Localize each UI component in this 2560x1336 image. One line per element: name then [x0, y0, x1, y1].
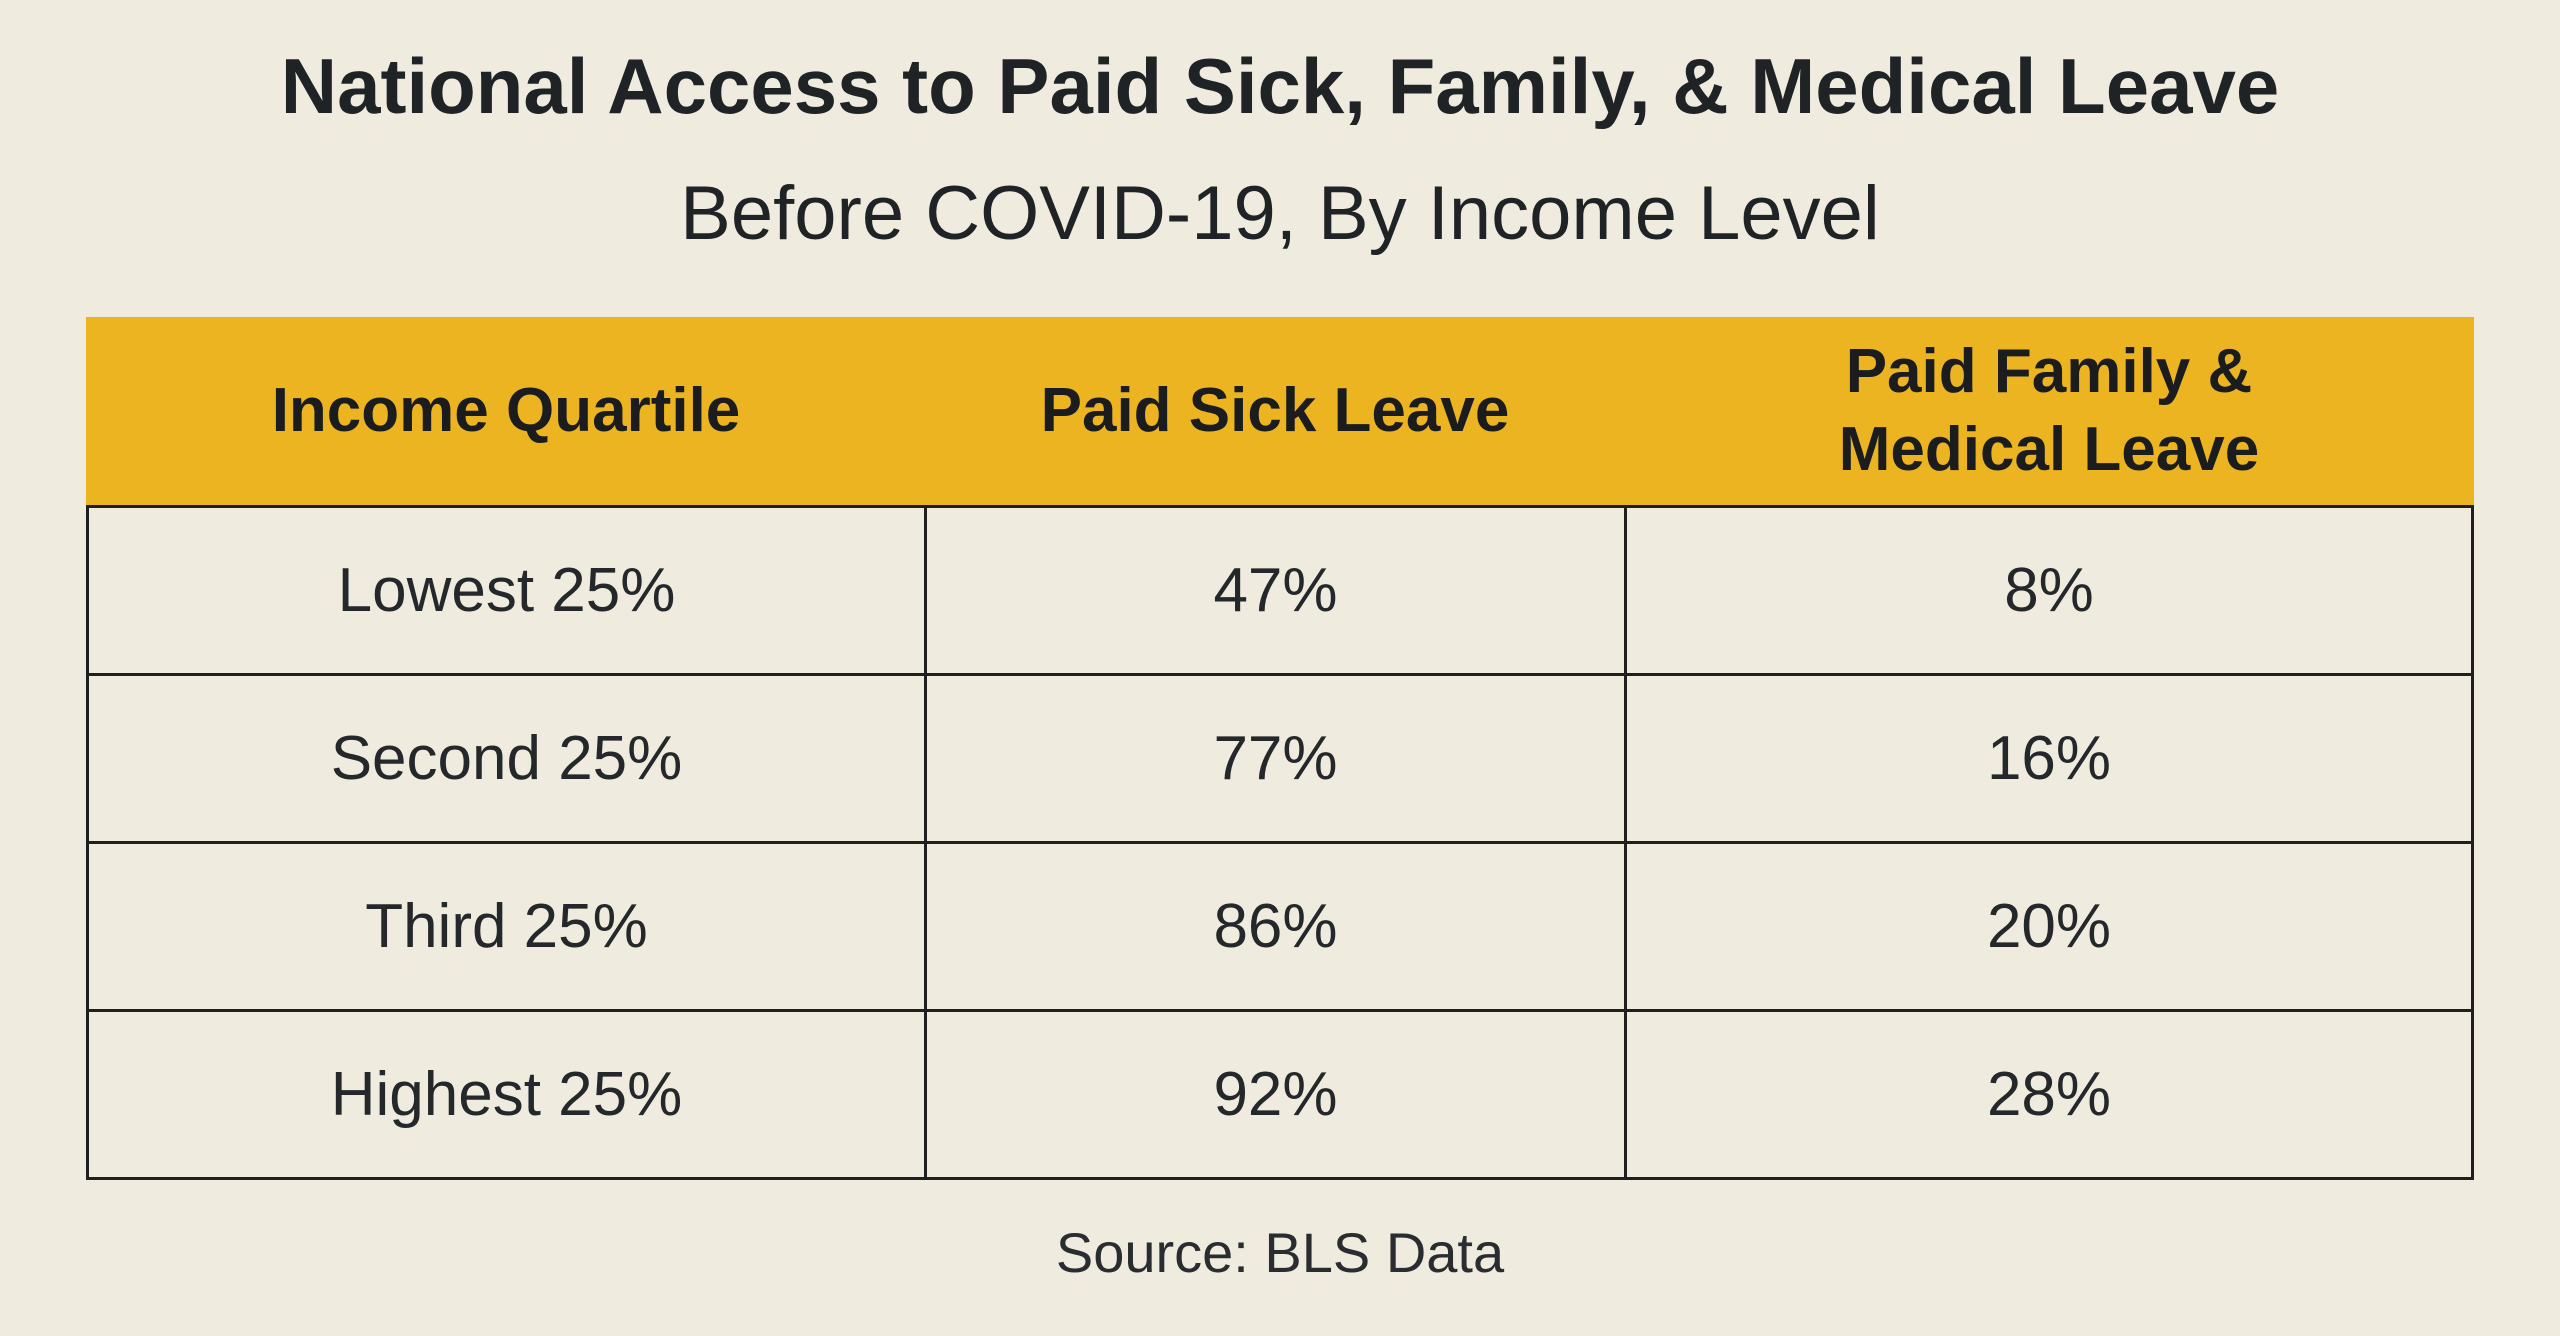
- header-paid-family-line2: Medical Leave: [1838, 415, 2260, 484]
- table-row: Highest 25% 92% 28%: [89, 1009, 2471, 1177]
- table-row: Second 25% 77% 16%: [89, 673, 2471, 841]
- header-paid-family-line1: Paid Family &: [1845, 337, 2253, 406]
- header-income-quartile-label: Income Quartile: [271, 376, 741, 445]
- chart-title: National Access to Paid Sick, Family, & …: [280, 42, 2280, 130]
- header-income-quartile: Income Quartile: [86, 317, 926, 505]
- table-header-row: Income Quartile Paid Sick Leave Paid Fam…: [86, 317, 2474, 505]
- cell-paid-sick-leave: 77%: [927, 676, 1627, 841]
- table-row: Third 25% 86% 20%: [89, 841, 2471, 1009]
- cell-paid-sick-leave: 92%: [927, 1012, 1627, 1177]
- cell-income-quartile: Third 25%: [89, 844, 927, 1009]
- cell-paid-family-medical-leave: 28%: [1986, 1060, 2112, 1129]
- header-paid-family-medical-leave: Paid Family & Medical Leave: [1624, 317, 2474, 505]
- cell-paid-sick-leave: 86%: [927, 844, 1627, 1009]
- header-paid-sick-leave: Paid Sick Leave: [926, 317, 1624, 505]
- table-row: Lowest 25% 47% 8%: [89, 508, 2471, 673]
- source-note: Source: BLS Data: [1055, 1221, 1505, 1284]
- cell-paid-family-medical-leave: 20%: [1986, 892, 2112, 961]
- cell-income-quartile: Highest 25%: [89, 1012, 927, 1177]
- cell-paid-family-medical-leave: 16%: [1986, 724, 2112, 793]
- cell-income-quartile: Lowest 25%: [89, 508, 927, 673]
- header-paid-sick-leave-label: Paid Sick Leave: [1040, 376, 1510, 445]
- cell-income-quartile: Second 25%: [89, 676, 927, 841]
- table-body: Lowest 25% 47% 8% Second 25% 77% 16% Thi…: [86, 505, 2474, 1180]
- cell-paid-family-medical-leave: 8%: [2004, 556, 2094, 625]
- leave-access-table: Income Quartile Paid Sick Leave Paid Fam…: [86, 317, 2474, 1180]
- cell-paid-sick-leave: 47%: [927, 508, 1627, 673]
- chart-subtitle: Before COVID-19, By Income Level: [680, 171, 1880, 256]
